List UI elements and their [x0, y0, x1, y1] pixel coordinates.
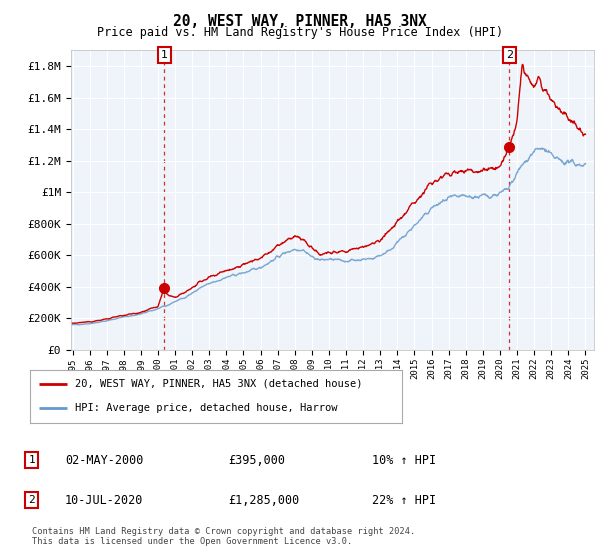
Text: 02-MAY-2000: 02-MAY-2000: [65, 454, 143, 467]
Text: 20, WEST WAY, PINNER, HA5 3NX (detached house): 20, WEST WAY, PINNER, HA5 3NX (detached …: [74, 379, 362, 389]
Text: 2: 2: [506, 50, 513, 60]
Text: 1: 1: [28, 455, 35, 465]
Text: 2: 2: [28, 495, 35, 505]
Text: HPI: Average price, detached house, Harrow: HPI: Average price, detached house, Harr…: [74, 403, 337, 413]
Text: 22% ↑ HPI: 22% ↑ HPI: [372, 493, 436, 507]
Text: 1: 1: [161, 50, 168, 60]
Text: 20, WEST WAY, PINNER, HA5 3NX: 20, WEST WAY, PINNER, HA5 3NX: [173, 14, 427, 29]
Text: £1,285,000: £1,285,000: [228, 493, 299, 507]
Text: 10-JUL-2020: 10-JUL-2020: [65, 493, 143, 507]
Text: 10% ↑ HPI: 10% ↑ HPI: [372, 454, 436, 467]
Text: Contains HM Land Registry data © Crown copyright and database right 2024.
This d: Contains HM Land Registry data © Crown c…: [32, 527, 415, 546]
Text: £395,000: £395,000: [228, 454, 285, 467]
Text: Price paid vs. HM Land Registry's House Price Index (HPI): Price paid vs. HM Land Registry's House …: [97, 26, 503, 39]
